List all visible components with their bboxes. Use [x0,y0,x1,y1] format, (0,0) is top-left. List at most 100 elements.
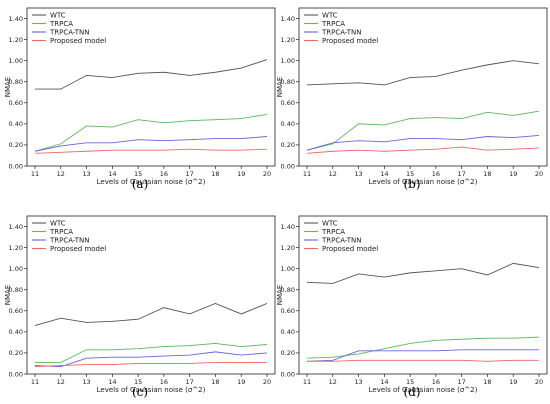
y-tick-label: 0.60 [9,99,23,107]
y-axis-label: NMAE [4,285,12,306]
chart-panel: 0.00 0.20 0.40 0.60 0.80 1.00 1.20 1.40 11 12 13 14… [4,7,276,186]
y-tick-label: 1.00 [9,265,23,273]
series-line [34,148,268,154]
series-line [306,336,540,359]
y-tick-label: 1.00 [281,57,295,65]
y-tick-label: 0.00 [9,162,23,170]
x-tick-label: 15 [406,170,414,178]
legend-label: WTC [50,219,66,227]
y-tick-label: 0.00 [281,370,295,378]
x-axis-label: Levels of Gaussian noise (σ^2) [97,386,206,394]
y-tick-label: 1.40 [9,223,23,231]
series-line [306,146,540,154]
x-tick-label: 20 [263,378,271,386]
legend-label: Proposed model [322,37,378,45]
y-tick-label: 0.60 [9,307,23,315]
y-tick-label: 1.40 [9,15,23,23]
series-line [307,359,539,362]
legend-label: WTC [322,11,338,19]
series-line [35,59,268,90]
panel-caption: (b) [403,177,420,191]
x-tick-label: 17 [186,170,194,178]
x-tick-label: 19 [509,378,517,386]
x-tick-label: 18 [211,170,219,178]
series-line [34,113,268,152]
x-tick-label: 13 [82,170,90,178]
x-tick-label: 11 [31,378,39,386]
y-tick-label: 1.40 [281,223,295,231]
y-tick-label: 0.20 [9,349,23,357]
y-tick-label: 0.60 [281,99,295,107]
x-axis-label: Levels of Gaussian noise (σ^2) [97,178,206,186]
chart-panel: 0.00 0.20 0.40 0.60 0.80 1.00 1.20 1.40 11 12 13 14… [276,7,548,186]
legend-label: Proposed model [50,245,106,253]
x-tick-label: 16 [160,170,168,178]
y-axis-label: NMAE [276,77,284,98]
x-tick-label: 18 [483,378,491,386]
series-line [306,135,540,151]
series-line [34,351,268,368]
y-tick-label: 1.00 [9,57,23,65]
chart-panel: 0.00 0.20 0.40 0.60 0.80 1.00 1.20 1.40 11 12 13 14… [4,215,276,394]
x-tick-label: 18 [483,170,491,178]
legend-label: TRPCA [321,228,345,236]
x-tick-label: 12 [57,170,65,178]
x-axis-label: Levels of Gaussian noise (σ^2) [369,178,478,186]
panel-caption: (a) [132,177,149,191]
x-tick-label: 16 [432,170,440,178]
x-tick-label: 15 [134,378,142,386]
x-axis-label: Levels of Gaussian noise (σ^2) [369,386,478,394]
panel-caption: (d) [403,385,420,399]
x-tick-label: 20 [263,170,271,178]
plot-frame [298,7,548,167]
y-tick-label: 1.00 [281,265,295,273]
x-tick-label: 11 [303,378,311,386]
legend-label: Proposed model [322,245,378,253]
series-line [306,262,540,284]
series-line [34,361,267,368]
y-tick-label: 0.40 [281,328,295,336]
legend-label: TRPCA [49,20,73,28]
plot-frame [298,215,548,375]
panel-caption: (c) [132,385,148,399]
x-tick-label: 13 [354,170,362,178]
x-tick-label: 16 [160,378,168,386]
y-tick-label: 0.80 [9,286,23,294]
legend-label: TRPCA-TNN [321,236,362,244]
y-axis-label: NMAE [276,285,284,306]
legend-label: TRPCA [49,228,73,236]
x-tick-label: 19 [237,170,245,178]
y-tick-label: 0.20 [281,349,295,357]
plot-frame [26,215,276,375]
legend-label: TRPCA [321,20,345,28]
y-tick-label: 0.80 [281,78,295,86]
y-tick-label: 0.40 [9,328,23,336]
y-tick-label: 1.20 [281,244,295,252]
x-tick-label: 16 [432,378,440,386]
series-line [306,110,540,151]
y-tick-label: 1.20 [9,244,23,252]
y-tick-label: 0.40 [9,120,23,128]
series-line [34,136,268,152]
legend-label: WTC [322,219,338,227]
x-tick-label: 11 [31,170,39,178]
x-tick-label: 13 [82,378,90,386]
x-tick-label: 11 [303,170,311,178]
x-tick-label: 12 [329,378,337,386]
y-axis-label: NMAE [4,77,12,98]
x-tick-label: 20 [535,170,543,178]
legend-label: TRPCA-TNN [321,28,362,36]
x-tick-label: 14 [108,170,116,178]
legend-label: Proposed model [50,37,106,45]
y-tick-label: 0.60 [281,307,295,315]
y-tick-label: 1.20 [9,36,23,44]
x-tick-label: 13 [354,378,362,386]
series-line [306,60,540,86]
x-tick-label: 14 [108,378,116,386]
x-tick-label: 12 [329,170,337,178]
x-tick-label: 17 [458,170,466,178]
plot-frame [26,7,276,167]
x-tick-label: 15 [406,378,414,386]
y-tick-label: 0.00 [9,370,23,378]
